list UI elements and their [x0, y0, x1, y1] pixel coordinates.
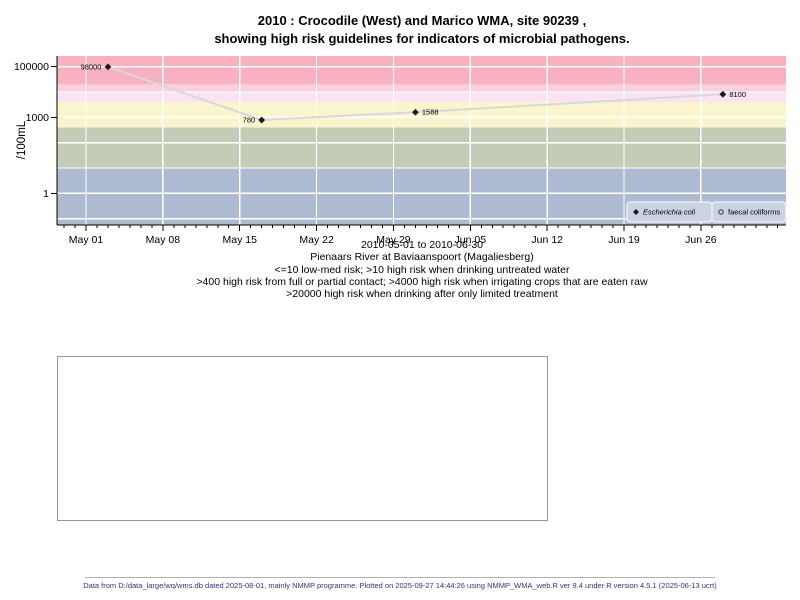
legend-marker-diamond-icon [633, 209, 639, 215]
legend-label: faecal coliforms [728, 208, 780, 217]
footer-divider [85, 577, 715, 578]
series-line [107, 65, 723, 122]
x-tick-label: Jun 19 [608, 234, 640, 246]
data-point-label: 1588 [422, 108, 439, 117]
y-tick-label: 100000 [14, 61, 49, 73]
data-point-label: 98000 [81, 62, 102, 71]
guideline-band [57, 102, 786, 128]
chart-subtitle-block: 2010-05-01 to 2010-06-30 Pienaars River … [44, 239, 800, 300]
microbial-risk-chart: May 01 May 08 May 15 May 22 May 29 Jun 05 Jun … [14, 56, 787, 246]
data-point-marker [412, 108, 419, 116]
y-axis-title: /100mL [16, 120, 28, 159]
guideline-band [57, 84, 786, 92]
y-tick-label: 1000 [26, 112, 50, 124]
guideline-band [57, 127, 786, 168]
x-tick-label: May 01 [69, 234, 104, 246]
guideline-band [57, 56, 786, 85]
data-point-marker [719, 90, 727, 98]
legend-marker-circle-icon [718, 209, 724, 215]
y-tick-label: 1 [43, 188, 49, 200]
x-tick-label: May 22 [299, 234, 334, 246]
subtitle-site-name: Pienaars River at Baviaanspoort (Magalie… [310, 251, 534, 264]
x-tick-label: Jun 05 [455, 234, 487, 246]
x-tick-label: Jun 26 [685, 234, 717, 246]
x-tick-label: May 08 [146, 234, 181, 246]
data-point-label: 780 [243, 116, 256, 125]
chart-title-line1: 2010 : Crocodile (West) and Marico WMA, … [257, 13, 587, 28]
data-point-marker [104, 63, 112, 71]
legend-label: Escherichia coli [643, 208, 695, 217]
x-tick-label: Jun 12 [531, 234, 563, 246]
x-tick-label: May 15 [223, 234, 258, 246]
data-point-marker [258, 116, 266, 124]
x-tick-label: May 29 [376, 234, 411, 246]
legend-box [711, 201, 787, 223]
subtitle-guideline-3: >20000 high risk when drinking after onl… [286, 288, 558, 301]
guideline-band [57, 91, 786, 103]
subtitle-guideline-1: <=10 low-med risk; >10 high risk when dr… [274, 263, 570, 276]
subtitle-date-range: 2010-05-01 to 2010-06-30 [360, 239, 483, 251]
empty-panel [57, 356, 548, 521]
subtitle-guideline-2: >400 high risk from full or partial cont… [196, 275, 648, 288]
footer-provenance-text: Data from D:/data_large/wq/wms.db dated … [83, 581, 717, 590]
data-point-label: 8100 [729, 90, 746, 99]
chart-title-line2: showing high risk guidelines for indicat… [214, 31, 630, 46]
